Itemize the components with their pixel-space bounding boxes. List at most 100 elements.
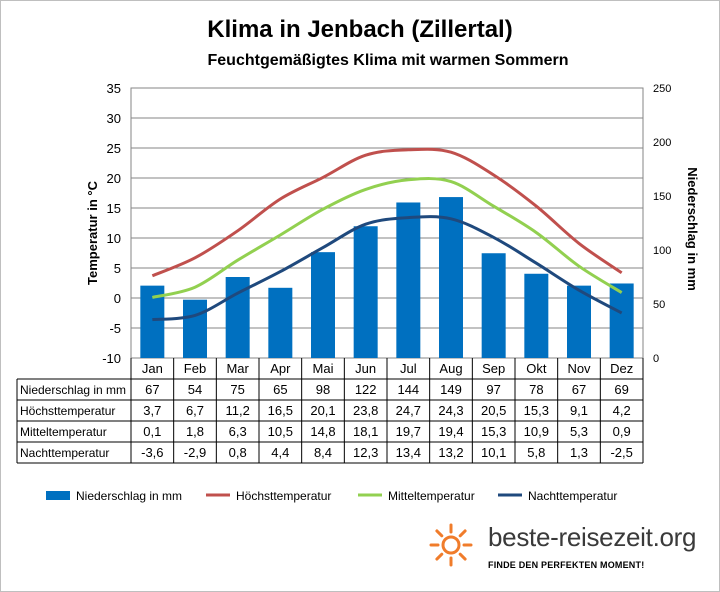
y-left-tick-label: -5 [109, 321, 121, 336]
table-cell: 149 [440, 382, 462, 397]
precipitation-bar [609, 283, 634, 358]
precipitation-bar [183, 299, 207, 358]
table-cell: -2,9 [184, 445, 206, 460]
mean-temperature-line [151, 177, 623, 299]
legend-label: Mitteltemperatur [388, 489, 475, 503]
night-temperature-line [152, 215, 623, 322]
table-cell: 1,8 [186, 424, 204, 439]
month-label: Nov [567, 361, 591, 376]
table-cell: 15,3 [524, 403, 549, 418]
y-left-tick-label: -10 [102, 351, 121, 366]
month-label: Feb [184, 361, 206, 376]
max-temperature-line [151, 147, 623, 278]
table-cell: 13,4 [396, 445, 421, 460]
table-cell: 10,1 [481, 445, 506, 460]
brand-slogan: FINDE DEN PERFEKTEN MOMENT! [488, 560, 645, 570]
precipitation-bar [567, 285, 591, 358]
precipitation-bar [396, 202, 421, 358]
y-left-tick-label: 0 [114, 291, 121, 306]
legend-label: Höchsttemperatur [236, 489, 331, 503]
month-label: Aug [439, 361, 462, 376]
month-label: Okt [526, 361, 547, 376]
table-row-label: Höchsttemperatur [20, 404, 115, 418]
month-label: Jul [400, 361, 417, 376]
legend-label: Niederschlag in mm [76, 489, 182, 503]
table-cell: 23,8 [353, 403, 378, 418]
table-cell: 9,1 [570, 403, 588, 418]
table-cell: 13,2 [438, 445, 463, 460]
brand-name: beste-reisezeit.org [488, 522, 697, 552]
table-cell: 12,3 [353, 445, 378, 460]
y-right-tick-label: 0 [653, 353, 659, 365]
brand-logo[interactable]: beste-reisezeit.org FINDE DEN PERFEKTEN … [428, 520, 718, 580]
chart-subtitle: Feuchtgemäßigtes Klima mit warmen Sommer… [207, 52, 569, 69]
table-cell: 5,8 [527, 445, 545, 460]
table-cell: 67 [145, 382, 159, 397]
plot-area [130, 87, 644, 359]
table-cell: 8,4 [314, 445, 332, 460]
y-left-tick-label: 30 [107, 111, 121, 126]
table-cell: 14,8 [310, 424, 335, 439]
table-row-label: Niederschlag in mm [20, 383, 126, 397]
table-cell: 19,4 [438, 424, 463, 439]
y-left-tick-label: 10 [107, 231, 121, 246]
table-cell: 11,2 [225, 403, 249, 418]
month-label: Mar [226, 361, 249, 376]
table-cell: 10,9 [524, 424, 549, 439]
y-right-tick-label: 50 [653, 299, 665, 311]
y-right-tick-label: 150 [653, 191, 671, 203]
table-cell: 19,7 [396, 424, 421, 439]
table-cell: 24,3 [438, 403, 463, 418]
precipitation-bar [524, 273, 549, 358]
chart-title: Klima in Jenbach (Zillertal) [207, 16, 513, 43]
table-row-label: Nachttemperatur [20, 446, 109, 460]
precipitation-bar [268, 287, 293, 358]
table-cell: 18,1 [353, 424, 378, 439]
table-cell: 98 [316, 382, 330, 397]
y-left-tick-label: 15 [107, 201, 121, 216]
table-cell: 0,1 [143, 424, 161, 439]
table-cell: 5,3 [570, 424, 588, 439]
table-cell: 122 [355, 382, 377, 397]
table-cell: 3,7 [143, 403, 161, 418]
month-label: Jun [355, 361, 376, 376]
precipitation-bar [439, 197, 463, 358]
table-cell: 1,3 [570, 445, 588, 460]
table-cell: 15,3 [481, 424, 506, 439]
table-cell: 65 [273, 382, 287, 397]
table-cell: 6,7 [186, 403, 204, 418]
month-label: Mai [313, 361, 334, 376]
table-cell: 75 [230, 382, 244, 397]
table-cell: 67 [572, 382, 586, 397]
table-cell: 144 [397, 382, 419, 397]
table-cell: 4,2 [613, 403, 631, 418]
precipitation-bar [353, 226, 378, 358]
table-cell: 97 [486, 382, 500, 397]
y-left-tick-label: 35 [107, 81, 121, 96]
table-cell: 20,5 [481, 403, 506, 418]
y-left-tick-label: 25 [107, 141, 121, 156]
y-left-tick-label: 20 [107, 171, 121, 186]
month-label: Jan [142, 361, 163, 376]
table-cell: 78 [529, 382, 543, 397]
precipitation-bar [481, 253, 506, 358]
table-cell: 69 [614, 382, 628, 397]
table-cell: 0,9 [613, 424, 631, 439]
month-label: Apr [270, 361, 291, 376]
table-cell: 6,3 [229, 424, 247, 439]
table-cell: 16,5 [268, 403, 293, 418]
sun-icon [429, 523, 473, 567]
y-left-tick-label: 5 [114, 261, 121, 276]
table-cell: 20,1 [310, 403, 335, 418]
legend-label: Nachttemperatur [528, 489, 617, 503]
y-right-tick-label: 100 [653, 245, 671, 257]
table-cell: 0,8 [229, 445, 247, 460]
legend-swatch [46, 491, 70, 500]
y-right-tick-label: 200 [653, 137, 671, 149]
precipitation-bar [311, 252, 335, 358]
y-left-axis-label: Temperatur in °C [85, 180, 100, 285]
table-cell: 4,4 [271, 445, 289, 460]
table-cell: 54 [188, 382, 202, 397]
month-label: Dez [610, 361, 633, 376]
